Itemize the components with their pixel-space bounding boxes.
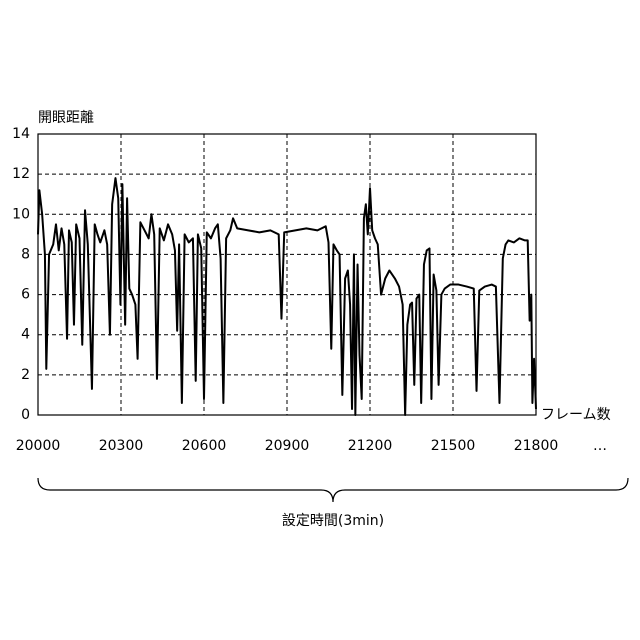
x-tick-label: 20900 [265, 438, 310, 454]
y-tick-label: 12 [12, 166, 30, 182]
chart: 開眼距離 フレーム数 … 設定時間(3min) 0 2 4 6 8 10 12 14 20000… [0, 0, 640, 640]
x-continuation: … [593, 438, 607, 454]
span-brace [38, 478, 628, 502]
y-tick-label: 14 [12, 126, 30, 142]
x-axis-label: フレーム数 [541, 407, 611, 423]
y-tick-label: 6 [21, 287, 30, 303]
x-tick-label: 20600 [182, 438, 227, 454]
y-tick-label: 0 [21, 407, 30, 423]
x-tick-label: 20300 [99, 438, 144, 454]
x-tick-label: 20000 [16, 438, 61, 454]
span-label: 設定時間(3min) [282, 513, 384, 529]
y-tick-label: 2 [21, 367, 30, 383]
y-axis-label: 開眼距離 [38, 109, 94, 126]
y-tick-label: 4 [21, 327, 30, 343]
x-tick-label: 21800 [514, 438, 559, 454]
y-tick-label: 8 [21, 246, 30, 262]
x-tick-label: 21500 [431, 438, 476, 454]
x-tick-label: 21200 [348, 438, 393, 454]
y-tick-label: 10 [12, 206, 30, 222]
